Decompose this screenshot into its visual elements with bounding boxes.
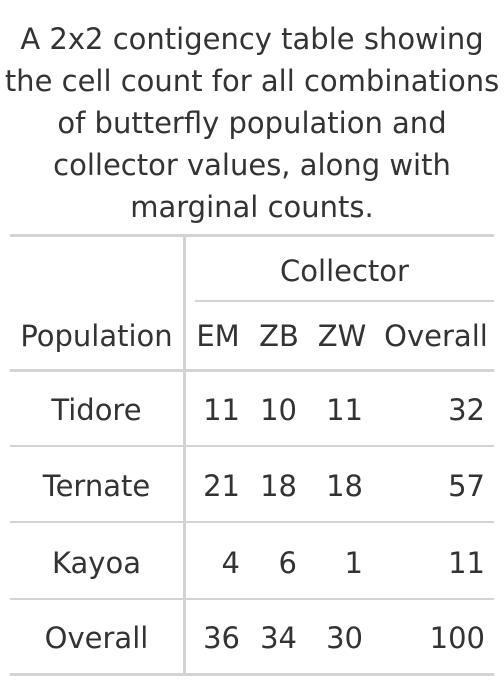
row-label-tidore: Tidore xyxy=(51,393,142,427)
stub-divider xyxy=(183,234,186,674)
row-divider xyxy=(10,445,494,447)
table-top-border xyxy=(10,234,494,237)
cell-tidore-zb: 10 xyxy=(260,393,297,427)
table-bottom-border xyxy=(10,673,494,676)
row-divider xyxy=(10,521,494,523)
row-label-ternate: Ternate xyxy=(42,469,151,503)
column-header-overall: Overall xyxy=(384,319,488,353)
contingency-table: Collector Population EM ZB ZW Overall Ti… xyxy=(10,234,494,676)
cell-ternate-overall: 57 xyxy=(448,469,485,503)
cell-tidore-zw: 11 xyxy=(326,393,363,427)
caption-line: A 2x2 contigency table showing xyxy=(20,22,484,56)
cell-kayoa-overall: 11 xyxy=(448,546,485,580)
cell-ternate-zw: 18 xyxy=(326,469,363,503)
row-label-overall: Overall xyxy=(44,621,149,655)
cell-kayoa-zb: 6 xyxy=(278,546,297,580)
column-header-zb: ZB xyxy=(259,319,299,353)
cell-overall-overall: 100 xyxy=(429,621,485,655)
cell-kayoa-em: 4 xyxy=(221,546,240,580)
cell-overall-em: 36 xyxy=(203,621,240,655)
column-header-em: EM xyxy=(196,319,240,353)
cell-ternate-em: 21 xyxy=(203,469,240,503)
spanner-label: Collector xyxy=(280,254,409,288)
column-header-zw: ZW xyxy=(317,319,367,353)
cell-tidore-em: 11 xyxy=(203,393,240,427)
caption-line: of butterfly population and xyxy=(57,106,447,140)
cell-tidore-overall: 32 xyxy=(448,393,485,427)
caption-line: marginal counts. xyxy=(130,190,374,224)
cell-overall-zb: 34 xyxy=(260,621,297,655)
row-divider xyxy=(10,598,494,600)
caption-line: collector values, along with xyxy=(53,148,451,182)
header-bottom-border xyxy=(10,369,494,372)
spanner-underline xyxy=(195,300,494,302)
table-caption: A 2x2 contigency table showing the cell … xyxy=(0,18,504,228)
caption-line: the cell count for all combinations xyxy=(4,64,500,98)
cell-overall-zw: 30 xyxy=(326,621,363,655)
cell-kayoa-zw: 1 xyxy=(344,546,363,580)
cell-ternate-zb: 18 xyxy=(260,469,297,503)
stub-header: Population xyxy=(20,319,173,353)
row-label-kayoa: Kayoa xyxy=(52,546,141,580)
